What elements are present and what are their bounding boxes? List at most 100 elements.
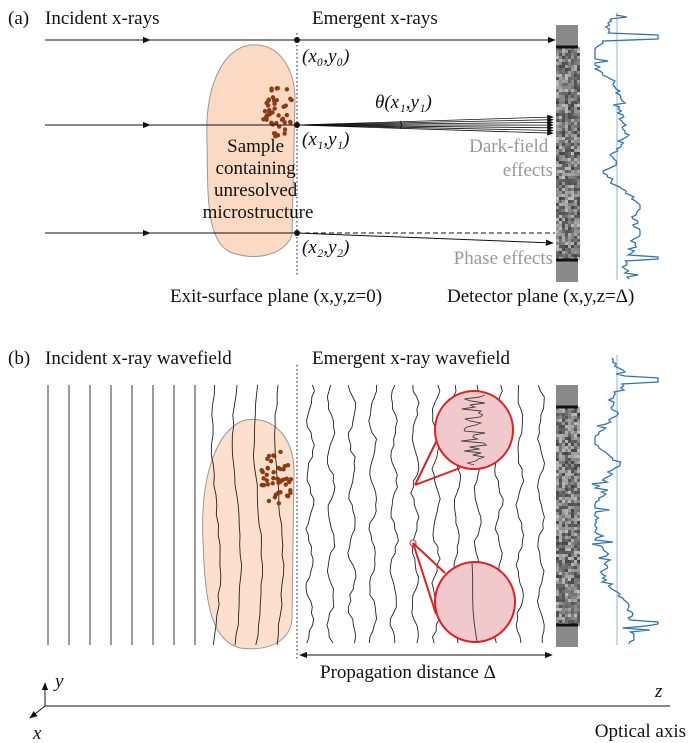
pixel <box>565 248 568 251</box>
pixel <box>577 569 580 572</box>
pixel <box>562 599 565 602</box>
pixel <box>556 605 559 608</box>
pixel <box>559 608 562 611</box>
pixel <box>571 584 574 587</box>
pixel <box>562 521 565 524</box>
pixel <box>559 461 562 464</box>
grain <box>282 131 287 136</box>
pixel <box>568 608 571 611</box>
pixel <box>571 194 574 197</box>
scattered-ray <box>296 124 554 131</box>
pixel <box>571 173 574 176</box>
pixel <box>559 173 562 176</box>
pixel <box>565 80 568 83</box>
pixel <box>556 248 559 251</box>
pixel <box>571 560 574 563</box>
pixel <box>568 191 571 194</box>
pixel <box>574 197 577 200</box>
pixel <box>574 497 577 500</box>
pixel <box>574 191 577 194</box>
pixel <box>568 599 571 602</box>
pixel <box>574 467 577 470</box>
pixel <box>574 608 577 611</box>
pixel <box>568 245 571 248</box>
pixel <box>577 254 580 257</box>
pixel <box>577 80 580 83</box>
pixel <box>559 458 562 461</box>
pixel <box>568 452 571 455</box>
pixel <box>574 77 577 80</box>
pixel <box>556 95 559 98</box>
pixel <box>565 554 568 557</box>
pixel <box>565 179 568 182</box>
pixel <box>574 599 577 602</box>
pixel <box>565 116 568 119</box>
pixel <box>568 437 571 440</box>
pixel <box>577 50 580 53</box>
pixel <box>565 563 568 566</box>
pixel <box>562 242 565 245</box>
pixel <box>562 605 565 608</box>
pixel <box>556 452 559 455</box>
pixel <box>577 251 580 254</box>
pixel <box>568 155 571 158</box>
scattered-ray <box>296 119 554 126</box>
pixel <box>565 524 568 527</box>
pixel <box>574 80 577 83</box>
pixel <box>565 413 568 416</box>
pixel <box>559 158 562 161</box>
pixel <box>568 125 571 128</box>
pixel <box>562 410 565 413</box>
pixel <box>556 410 559 413</box>
grain <box>270 110 275 115</box>
pixel <box>565 95 568 98</box>
grain <box>266 97 272 102</box>
pixel <box>568 575 571 578</box>
pixel <box>559 572 562 575</box>
pixel <box>574 500 577 503</box>
pixel <box>574 158 577 161</box>
pixel <box>559 80 562 83</box>
pixel <box>571 191 574 194</box>
pixel <box>565 545 568 548</box>
pixel <box>574 488 577 491</box>
pixel <box>574 149 577 152</box>
pixel <box>571 248 574 251</box>
pixel <box>577 539 580 542</box>
pixel <box>559 164 562 167</box>
pixel <box>577 470 580 473</box>
pixel <box>565 440 568 443</box>
pixel <box>565 491 568 494</box>
pixel <box>571 410 574 413</box>
grain <box>278 490 283 495</box>
pixel <box>574 167 577 170</box>
pixel <box>571 536 574 539</box>
pixel <box>571 104 574 107</box>
pixel <box>577 437 580 440</box>
pixel <box>571 578 574 581</box>
pixel <box>559 170 562 173</box>
pixel <box>577 590 580 593</box>
pixel <box>565 422 568 425</box>
pixel <box>559 425 562 428</box>
dark-field-fan <box>296 114 554 136</box>
pixel <box>562 104 565 107</box>
intensity-profile-b <box>591 357 659 645</box>
pixel <box>577 575 580 578</box>
pixel <box>556 116 559 119</box>
pixel <box>568 563 571 566</box>
pixel <box>565 203 568 206</box>
pixel <box>565 590 568 593</box>
pixel <box>568 578 571 581</box>
angle-arc <box>399 120 402 130</box>
pixel <box>565 605 568 608</box>
pixel <box>571 161 574 164</box>
pixel <box>568 203 571 206</box>
pixel <box>574 575 577 578</box>
pixel <box>574 560 577 563</box>
pixel <box>559 191 562 194</box>
pixel <box>574 503 577 506</box>
pixel <box>565 128 568 131</box>
pixel <box>562 80 565 83</box>
pixel <box>571 110 574 113</box>
